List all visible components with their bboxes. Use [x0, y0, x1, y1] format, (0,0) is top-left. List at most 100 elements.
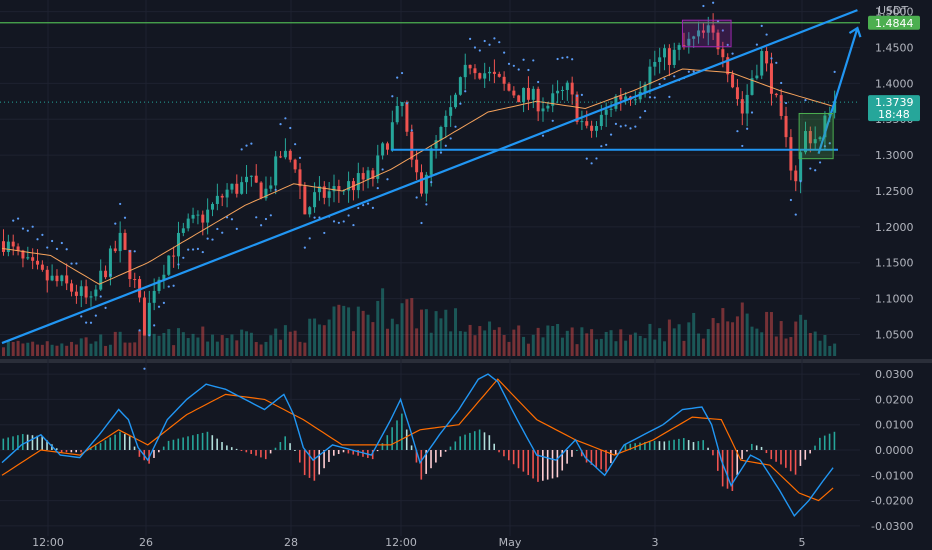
- sar-dot: [16, 217, 20, 220]
- sar-dot: [376, 187, 379, 190]
- macd-histogram-bar: [736, 450, 739, 476]
- volume-bar: [502, 334, 506, 356]
- chart-overlays: [0, 1, 862, 370]
- volume-bar: [556, 323, 560, 356]
- sar-dot: [109, 273, 112, 276]
- sar-dot: [153, 324, 156, 327]
- sar-dot: [527, 68, 530, 72]
- candle-body: [585, 121, 589, 126]
- volume-bar: [633, 332, 637, 356]
- macd-histogram-bar: [371, 450, 374, 460]
- sar-dot: [459, 102, 462, 105]
- volume-bar: [580, 327, 584, 356]
- volume-bar: [726, 321, 730, 356]
- volume-bar: [590, 329, 594, 356]
- candle-body: [293, 159, 297, 170]
- macd-histogram-bar: [746, 450, 748, 452]
- candle-body: [575, 94, 579, 122]
- macd-histogram-bar: [323, 450, 325, 469]
- sar-dot: [138, 329, 141, 332]
- sar-dot: [216, 227, 219, 231]
- macd-histogram-bar: [70, 450, 73, 453]
- macd-histogram-bar: [755, 445, 758, 450]
- volume-bar: [570, 327, 574, 356]
- macd-histogram-bar: [245, 450, 248, 453]
- macd-histogram-bar: [775, 450, 777, 462]
- sar-dot: [221, 231, 224, 234]
- macd-histogram-bar: [600, 450, 602, 470]
- sar-dot: [736, 130, 739, 133]
- macd-histogram-bar: [614, 450, 617, 455]
- macd-histogram-bar: [216, 438, 218, 450]
- price-tick-label: 1.2000: [875, 221, 914, 234]
- volume-bar: [454, 308, 458, 356]
- macd-histogram-bar: [294, 450, 296, 451]
- volume-bar: [808, 332, 812, 356]
- sar-dot: [780, 81, 783, 85]
- macd-histogram-bar: [342, 450, 345, 453]
- candle-body: [74, 291, 78, 296]
- candle-body: [133, 279, 137, 281]
- candle-body: [774, 93, 778, 96]
- candle-body: [104, 270, 108, 278]
- macd-histogram-bar: [303, 450, 306, 476]
- sar-dot: [643, 109, 647, 113]
- sar-dot: [65, 248, 68, 251]
- volume-bar: [264, 341, 268, 356]
- sar-dot: [692, 70, 695, 73]
- volume-bar: [551, 325, 555, 356]
- sar-dot: [143, 367, 146, 370]
- volume-bar: [813, 331, 817, 356]
- macd-histogram-bar: [503, 450, 505, 457]
- candle-body: [405, 102, 409, 132]
- sar-dot: [537, 80, 540, 84]
- macd-histogram-bar: [430, 450, 432, 469]
- sar-dot: [775, 61, 778, 64]
- sar-dot: [804, 99, 807, 102]
- candle-body: [497, 73, 501, 77]
- candle-body: [79, 286, 83, 296]
- candle-body: [653, 61, 657, 67]
- macd-histogram-bar: [410, 445, 413, 450]
- macd-histogram-bar: [439, 450, 442, 457]
- volume-bar: [731, 322, 735, 356]
- macd-histogram-bar: [201, 432, 204, 450]
- macd-histogram-bar: [128, 436, 131, 450]
- volume-bar: [420, 309, 423, 356]
- sar-dot: [750, 111, 754, 114]
- volume-bar: [313, 318, 317, 356]
- sar-dot: [318, 216, 321, 219]
- candle-body: [594, 126, 598, 131]
- volume-bar: [108, 344, 112, 356]
- volume-bar: [191, 333, 195, 356]
- sar-dot: [658, 83, 661, 86]
- volume-bar: [371, 322, 375, 356]
- macd-histogram-bar: [464, 434, 466, 450]
- macd-histogram-bar: [716, 450, 719, 471]
- candlesticks: [2, 13, 837, 336]
- candle-body: [687, 38, 691, 46]
- macd-histogram-bar: [823, 435, 826, 450]
- candle-body: [2, 241, 5, 252]
- macd-histogram-bar: [274, 447, 277, 450]
- volume-bar: [196, 337, 200, 356]
- sar-dot: [430, 180, 433, 184]
- sar-dot: [673, 75, 676, 78]
- volume-bar: [701, 338, 705, 356]
- sar-dot: [532, 59, 535, 62]
- candle-body: [264, 188, 268, 199]
- volume-bar: [94, 341, 98, 356]
- macd-histogram-bar: [124, 434, 126, 450]
- sar-dot: [823, 145, 827, 148]
- candle-body: [123, 232, 127, 250]
- candle-body: [332, 186, 336, 192]
- volume-bar: [473, 335, 477, 356]
- volume-bar: [405, 299, 409, 356]
- volume-bar: [104, 345, 108, 356]
- macd-histogram-bar: [804, 450, 807, 460]
- volume-bar: [381, 288, 385, 356]
- candle-body: [298, 169, 302, 187]
- macd-histogram-bar: [571, 450, 573, 457]
- macd-histogram-bar: [726, 450, 729, 489]
